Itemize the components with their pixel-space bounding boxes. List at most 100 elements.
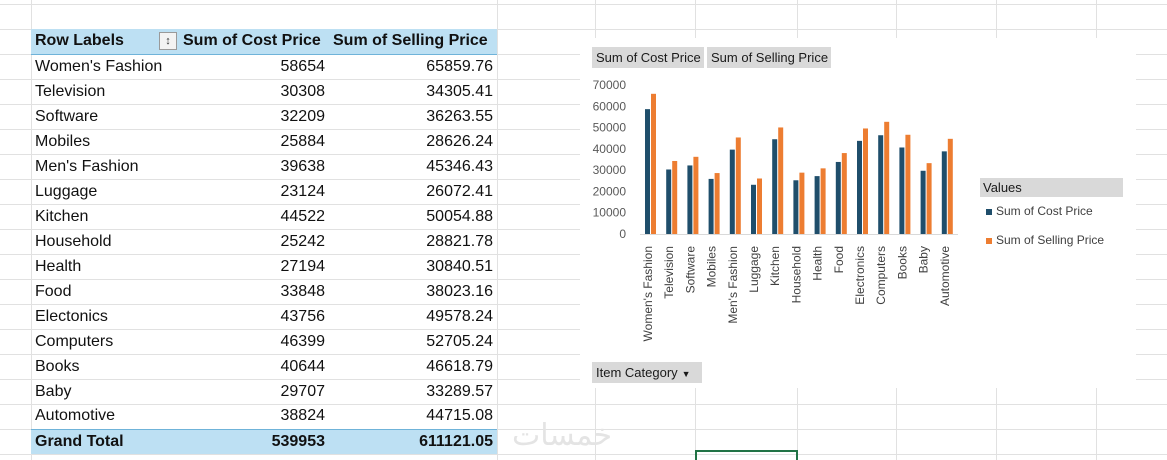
row-label-cell: Women's Fashion — [35, 57, 163, 75]
legend-item-selling[interactable]: Sum of Selling Price — [980, 226, 1123, 255]
legend-swatch-cost — [986, 209, 992, 215]
bar-cost-price — [708, 178, 714, 234]
x-tick-label: Books — [895, 246, 909, 279]
selling-price-cell: 36263.55 — [426, 107, 493, 125]
x-tick-label: Electronics — [853, 246, 867, 305]
table-row[interactable]: Television 30308 34305.41 — [31, 79, 497, 104]
selling-price-cell: 65859.76 — [426, 57, 493, 75]
legend-item-cost[interactable]: Sum of Cost Price — [980, 197, 1123, 226]
legend-label-cost: Sum of Cost Price — [996, 204, 1093, 218]
row-label-cell: Luggage — [35, 182, 98, 200]
row-label-cell: Household — [35, 232, 112, 250]
bar-cost-price — [920, 170, 926, 234]
bar-cost-price — [645, 109, 650, 234]
selling-price-cell: 34305.41 — [426, 82, 493, 100]
x-tick-label: Women's Fashion — [641, 246, 655, 341]
bar-cost-price — [899, 147, 905, 234]
table-row[interactable]: Women's Fashion 58654 65859.76 — [31, 54, 497, 79]
table-row[interactable]: Luggage 23124 26072.41 — [31, 179, 497, 204]
dropdown-arrow-icon: ▼ — [681, 369, 691, 379]
selling-price-cell: 44715.08 — [426, 407, 493, 425]
selling-price-cell: 45346.43 — [426, 157, 493, 175]
filter-sort-icon[interactable]: ↕ — [159, 32, 177, 50]
bar-selling-price — [841, 153, 847, 234]
table-row[interactable]: Health 27194 30840.51 — [31, 254, 497, 279]
row-label-cell: Mobiles — [35, 132, 91, 150]
bar-cost-price — [772, 139, 778, 234]
pivot-chart[interactable]: Sum of Cost Price Sum of Selling Price 0… — [580, 38, 1136, 388]
x-tick-label: Television — [662, 246, 676, 299]
bar-selling-price — [672, 160, 678, 234]
bar-cost-price — [729, 149, 735, 234]
bar-cost-price — [793, 180, 799, 234]
table-row[interactable]: Household 25242 28821.78 — [31, 229, 497, 254]
selling-price-cell: 26072.41 — [426, 182, 493, 200]
x-tick-label: Software — [683, 246, 697, 294]
grand-total-selling: 611121.05 — [329, 428, 497, 454]
watermark-logo: خمسات — [512, 418, 613, 453]
bar-selling-price — [778, 127, 784, 234]
cost-price-cell: 23124 — [280, 182, 326, 200]
table-row[interactable]: Automotive 38824 44715.08 — [31, 404, 497, 429]
pivot-body: Women's Fashion 58654 65859.76 Television 30… — [31, 54, 497, 429]
row-label-cell: Baby — [35, 382, 72, 400]
bar-selling-price — [926, 163, 932, 234]
table-row[interactable]: Kitchen 44522 50054.88 — [31, 204, 497, 229]
cost-price-cell: 40644 — [280, 357, 326, 375]
chart-legend[interactable]: Values Sum of Cost Price Sum of Selling … — [980, 178, 1123, 255]
selling-price-header[interactable]: Sum of Selling Price — [329, 29, 497, 55]
table-row[interactable]: Food 33848 38023.16 — [31, 279, 497, 304]
table-row[interactable]: Software 32209 36263.55 — [31, 104, 497, 129]
selling-price-cell: 28821.78 — [426, 232, 493, 250]
cost-price-cell: 32209 — [280, 107, 326, 125]
selling-price-cell: 46618.79 — [426, 357, 493, 375]
legend-title[interactable]: Values — [980, 178, 1123, 197]
cost-price-cell: 46399 — [280, 332, 326, 350]
grand-total-row[interactable]: Grand Total 539953 611121.05 — [31, 428, 497, 454]
cost-price-cell: 25884 — [280, 132, 326, 150]
row-label-cell: Automotive — [35, 407, 116, 425]
x-tick-label: Luggage — [747, 246, 761, 293]
bar-selling-price — [863, 128, 868, 234]
selling-price-cell: 50054.88 — [426, 207, 493, 225]
bar-selling-price — [735, 137, 741, 234]
table-row[interactable]: Books 40644 46618.79 — [31, 354, 497, 379]
x-tick-label: Automotive — [938, 246, 952, 306]
selected-cell[interactable] — [695, 450, 798, 460]
x-tick-label: Health — [811, 246, 825, 281]
item-category-field-button[interactable]: Item Category ▼ — [592, 362, 702, 383]
table-row[interactable]: Baby 29707 33289.57 — [31, 379, 497, 404]
row-label-cell: Computers — [35, 332, 114, 350]
table-row[interactable]: Men's Fashion 39638 45346.43 — [31, 154, 497, 179]
table-row[interactable]: Mobiles 25884 28626.24 — [31, 129, 497, 154]
table-row[interactable]: Electonics 43756 49578.24 — [31, 304, 497, 329]
cost-price-cell: 33848 — [280, 282, 326, 300]
row-labels-header[interactable]: Row Labels ↕ — [31, 29, 179, 55]
table-row[interactable]: Computers 46399 52705.24 — [31, 329, 497, 354]
cost-price-cell: 30308 — [280, 82, 326, 100]
cost-price-field-button[interactable]: Sum of Cost Price — [592, 47, 704, 68]
y-tick-label: 50000 — [593, 121, 627, 135]
cost-price-cell: 25242 — [280, 232, 326, 250]
y-tick-label: 10000 — [593, 206, 627, 220]
x-tick-label: Household — [789, 246, 803, 303]
bar-cost-price — [751, 184, 756, 234]
grand-total-label: Grand Total — [31, 428, 179, 454]
cost-price-cell: 29707 — [280, 382, 326, 400]
pivot-header-row: Row Labels ↕ Sum of Cost Price Sum of Se… — [31, 29, 497, 55]
selling-price-cell: 38023.16 — [426, 282, 493, 300]
row-label-cell: Books — [35, 357, 80, 375]
cost-price-header[interactable]: Sum of Cost Price — [179, 29, 329, 55]
y-tick-label: 60000 — [593, 99, 627, 113]
bar-cost-price — [941, 151, 947, 234]
row-label-cell: Men's Fashion — [35, 157, 139, 175]
x-tick-label: Baby — [917, 246, 931, 273]
x-tick-label: Computers — [874, 246, 888, 305]
selling-price-field-button[interactable]: Sum of Selling Price — [707, 47, 831, 68]
cost-price-cell: 27194 — [280, 257, 326, 275]
cost-price-cell: 58654 — [280, 57, 326, 75]
bar-cost-price — [835, 161, 841, 234]
bar-selling-price — [799, 172, 805, 234]
bar-cost-price — [814, 176, 820, 234]
bar-selling-price — [884, 121, 890, 234]
